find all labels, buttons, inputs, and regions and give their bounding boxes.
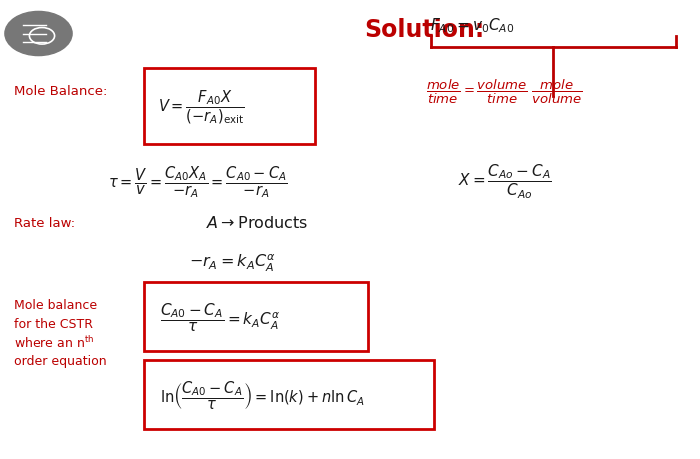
Text: $F_{A0} = v_0 C_{A0}$: $F_{A0} = v_0 C_{A0}$ [430, 16, 515, 34]
Text: where an n$^{\mathrm{th}}$: where an n$^{\mathrm{th}}$ [14, 334, 94, 350]
Text: Mole Balance:: Mole Balance: [14, 85, 107, 98]
Text: order equation: order equation [14, 354, 106, 367]
Text: $\dfrac{C_{A0} - C_A}{\tau} = k_A C_A^{\alpha}$: $\dfrac{C_{A0} - C_A}{\tau} = k_A C_A^{\… [160, 301, 280, 333]
Text: $\ln\!\left(\dfrac{C_{A0} - C_A}{\tau}\right) = \ln(k) + n\ln C_A$: $\ln\!\left(\dfrac{C_{A0} - C_A}{\tau}\r… [160, 379, 364, 411]
Text: Mole balance: Mole balance [14, 299, 97, 312]
Text: $-r_A = k_A C_A^{\alpha}$: $-r_A = k_A C_A^{\alpha}$ [189, 252, 276, 273]
FancyBboxPatch shape [144, 69, 315, 145]
Text: Solution:: Solution: [364, 18, 484, 42]
Text: Rate law:: Rate law: [14, 216, 75, 229]
Text: $\dfrac{\mathit{mole}}{\mathit{time}} = \dfrac{\mathit{volume}}{\mathit{time}}\ : $\dfrac{\mathit{mole}}{\mathit{time}} = … [426, 78, 582, 106]
Text: $V = \dfrac{F_{A0}X}{(-r_A)_{\mathrm{exit}}}$: $V = \dfrac{F_{A0}X}{(-r_A)_{\mathrm{exi… [158, 88, 244, 125]
Text: $X = \dfrac{C_{Ao} - C_A}{C_{Ao}}$: $X = \dfrac{C_{Ao} - C_A}{C_{Ao}}$ [458, 162, 552, 200]
Text: $A \rightarrow \mathrm{Products}$: $A \rightarrow \mathrm{Products}$ [206, 215, 309, 230]
Circle shape [5, 12, 72, 56]
Text: for the CSTR: for the CSTR [14, 317, 93, 330]
Text: $\tau = \dfrac{V}{v} = \dfrac{C_{A0}X_A}{-r_A} = \dfrac{C_{A0} - C_A}{-r_A}$: $\tau = \dfrac{V}{v} = \dfrac{C_{A0}X_A}… [108, 163, 288, 199]
FancyBboxPatch shape [144, 282, 368, 351]
FancyBboxPatch shape [144, 360, 434, 429]
